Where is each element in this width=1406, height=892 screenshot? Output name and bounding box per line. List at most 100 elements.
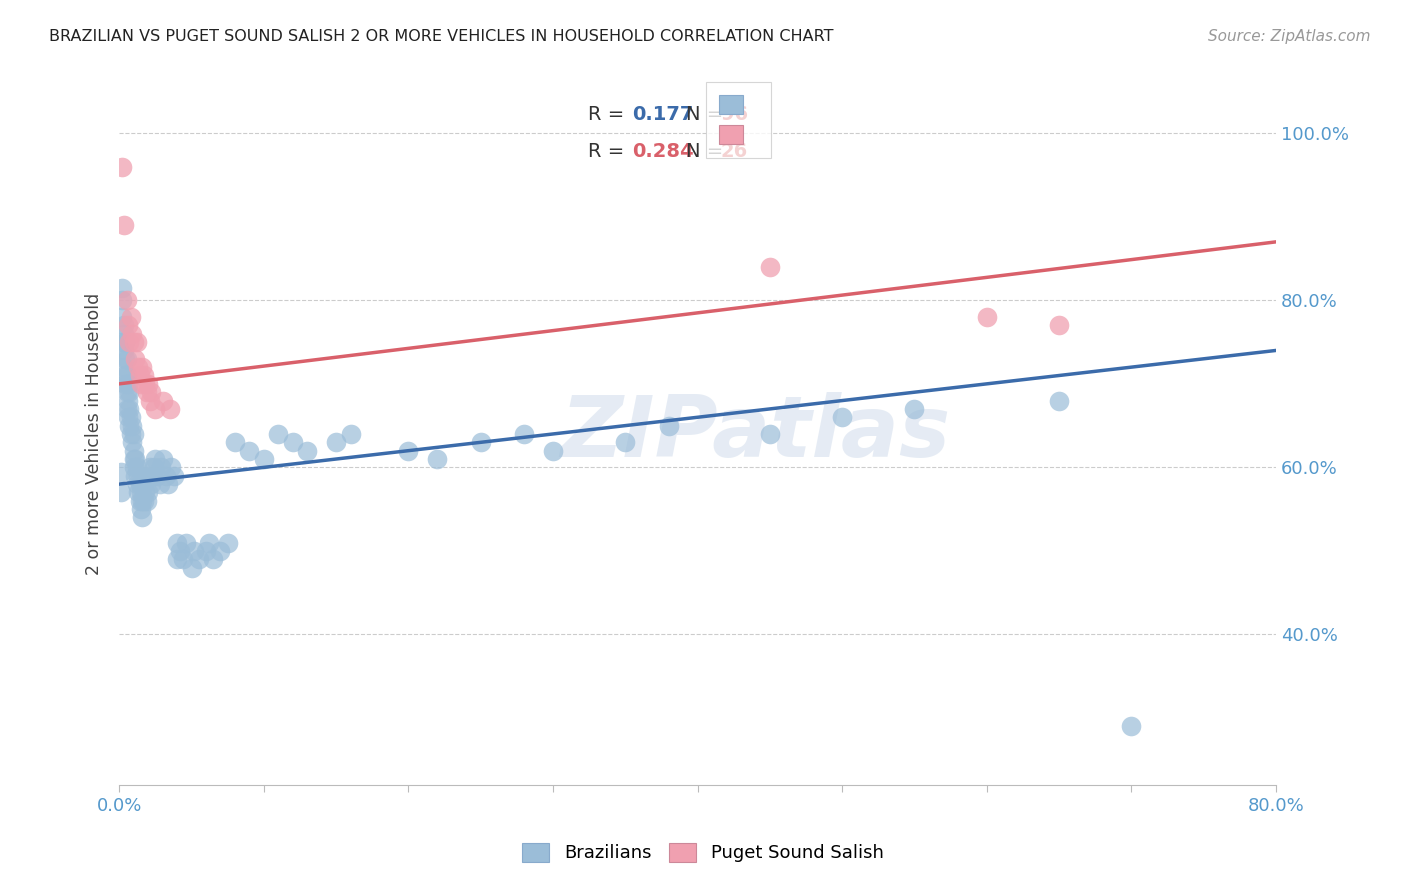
- Point: [118, 385, 141, 400]
- Point: [166, 552, 188, 566]
- Point: [135, 385, 157, 400]
- Point: [124, 452, 146, 467]
- Point: [398, 443, 420, 458]
- Point: [112, 318, 135, 333]
- Point: [121, 326, 143, 341]
- Point: [157, 477, 180, 491]
- Text: R =: R =: [588, 143, 630, 161]
- Point: [141, 468, 163, 483]
- Point: [121, 418, 143, 433]
- Point: [115, 351, 138, 366]
- Point: [152, 452, 174, 467]
- Point: [198, 535, 221, 549]
- Point: [125, 335, 148, 350]
- Text: 0.177: 0.177: [631, 105, 693, 124]
- Point: [541, 443, 564, 458]
- Point: [136, 485, 159, 500]
- Point: [149, 477, 172, 491]
- Point: [127, 360, 149, 375]
- Point: [253, 452, 276, 467]
- Point: [124, 468, 146, 483]
- Point: [127, 468, 149, 483]
- Point: [146, 468, 169, 483]
- Point: [128, 477, 150, 491]
- Y-axis label: 2 or more Vehicles in Household: 2 or more Vehicles in Household: [86, 293, 103, 575]
- Point: [281, 435, 304, 450]
- Text: Source: ZipAtlas.com: Source: ZipAtlas.com: [1208, 29, 1371, 44]
- Point: [114, 351, 136, 366]
- Point: [172, 552, 194, 566]
- Point: [136, 468, 159, 483]
- Point: [128, 493, 150, 508]
- Point: [134, 485, 156, 500]
- Point: [122, 335, 145, 350]
- Point: [125, 460, 148, 475]
- Point: [152, 393, 174, 408]
- Point: [120, 427, 142, 442]
- Point: [118, 401, 141, 416]
- Point: [122, 427, 145, 442]
- Point: [111, 160, 134, 174]
- Point: [267, 427, 290, 442]
- Point: [155, 468, 177, 483]
- Point: [120, 410, 142, 425]
- Point: [118, 418, 141, 433]
- Point: [122, 452, 145, 467]
- Point: [131, 493, 153, 508]
- Legend: , : ,: [706, 82, 770, 158]
- Point: [114, 335, 136, 350]
- Point: [120, 310, 142, 324]
- Point: [159, 401, 181, 416]
- Point: [129, 485, 152, 500]
- Point: [1047, 393, 1070, 408]
- Point: [122, 443, 145, 458]
- Point: [135, 493, 157, 508]
- Point: [111, 310, 134, 324]
- Point: [160, 460, 183, 475]
- Text: 26: 26: [721, 143, 748, 161]
- Point: [976, 310, 998, 324]
- Text: BRAZILIAN VS PUGET SOUND SALISH 2 OR MORE VEHICLES IN HOUSEHOLD CORRELATION CHAR: BRAZILIAN VS PUGET SOUND SALISH 2 OR MOR…: [49, 29, 834, 44]
- Point: [139, 385, 162, 400]
- Point: [122, 460, 145, 475]
- Point: [121, 435, 143, 450]
- Point: [163, 468, 186, 483]
- Point: [903, 401, 925, 416]
- Point: [138, 393, 160, 408]
- Point: [174, 535, 197, 549]
- Point: [128, 368, 150, 383]
- Point: [339, 427, 361, 442]
- Point: [169, 544, 191, 558]
- Point: [112, 326, 135, 341]
- Point: [112, 218, 135, 232]
- Point: [180, 560, 202, 574]
- Point: [118, 335, 141, 350]
- Point: [145, 401, 167, 416]
- Point: [426, 452, 449, 467]
- Point: [127, 485, 149, 500]
- Point: [125, 477, 148, 491]
- Point: [217, 535, 239, 549]
- Point: [117, 410, 139, 425]
- Point: [132, 477, 155, 491]
- Point: [136, 376, 159, 391]
- Point: [129, 376, 152, 391]
- Point: [614, 435, 637, 450]
- Point: [117, 393, 139, 408]
- Point: [1047, 318, 1070, 333]
- Point: [132, 493, 155, 508]
- Point: [111, 335, 134, 350]
- Point: [759, 260, 782, 274]
- Point: [297, 443, 319, 458]
- Point: [114, 368, 136, 383]
- Point: [112, 360, 135, 375]
- Point: [183, 544, 205, 558]
- Point: [115, 401, 138, 416]
- Text: 96: 96: [721, 105, 748, 124]
- Point: [132, 368, 155, 383]
- Point: [759, 427, 782, 442]
- Point: [117, 376, 139, 391]
- Point: [145, 452, 167, 467]
- Point: [110, 465, 132, 479]
- Point: [138, 460, 160, 475]
